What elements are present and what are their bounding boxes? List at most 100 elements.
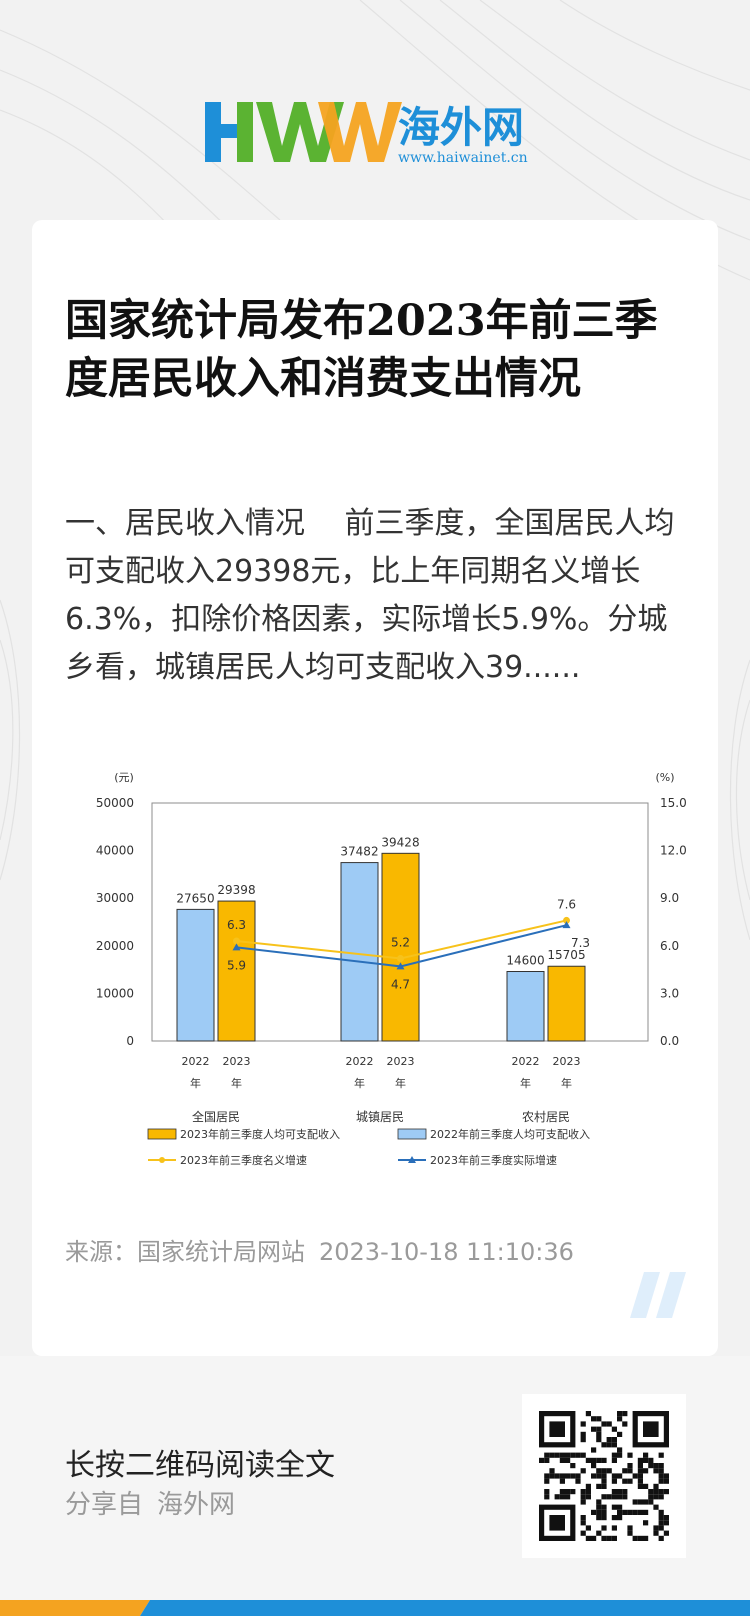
qr-module bbox=[591, 1416, 597, 1422]
series-point bbox=[396, 962, 405, 970]
bar bbox=[547, 965, 586, 1042]
x-year-label: 2023 bbox=[387, 1055, 415, 1068]
qr-module bbox=[575, 1478, 581, 1484]
qr-module bbox=[601, 1421, 607, 1427]
qr-module bbox=[565, 1452, 571, 1458]
share-source: 分享自 海外网 bbox=[65, 1484, 235, 1521]
qr-module bbox=[559, 1457, 565, 1463]
qr-module bbox=[637, 1535, 643, 1541]
y-right-tick-label: 0.0 bbox=[660, 1034, 679, 1048]
qr-module bbox=[596, 1499, 602, 1505]
bar bbox=[217, 900, 256, 1042]
qr-module bbox=[663, 1520, 669, 1526]
qr-module bbox=[622, 1489, 628, 1495]
qr-module bbox=[596, 1473, 602, 1479]
bar-value-label: 39428 bbox=[381, 835, 419, 849]
qr-module bbox=[653, 1494, 659, 1500]
qr-module bbox=[617, 1416, 623, 1422]
qr-module bbox=[617, 1509, 623, 1515]
line-value-label: 6.3 bbox=[227, 918, 246, 932]
bar bbox=[340, 862, 379, 1042]
x-year-label: 2022 bbox=[512, 1055, 540, 1068]
qr-module bbox=[663, 1478, 669, 1484]
qr-module bbox=[658, 1515, 664, 1521]
x-year-label: 2022 bbox=[346, 1055, 374, 1068]
qr-module bbox=[575, 1473, 581, 1479]
qr-module bbox=[559, 1478, 565, 1484]
qr-module bbox=[596, 1437, 602, 1443]
qr-module bbox=[653, 1463, 659, 1469]
series-point bbox=[562, 921, 571, 929]
qr-module bbox=[611, 1515, 617, 1521]
qr-module bbox=[658, 1535, 664, 1541]
qr-module bbox=[559, 1452, 565, 1458]
qr-module bbox=[591, 1447, 597, 1453]
qr-module bbox=[632, 1535, 638, 1541]
y-left-tick-label: 40000 bbox=[96, 844, 134, 858]
qr-module bbox=[596, 1515, 602, 1521]
y-left-tick-label: 50000 bbox=[96, 796, 134, 810]
qr-module bbox=[596, 1509, 602, 1515]
qr-module bbox=[580, 1489, 586, 1495]
qr-module bbox=[570, 1463, 576, 1469]
qr-module bbox=[601, 1478, 607, 1484]
legend-marker bbox=[408, 1156, 416, 1163]
background-pattern bbox=[0, 0, 750, 941]
qr-module bbox=[606, 1535, 612, 1541]
legend-swatch bbox=[397, 1128, 427, 1140]
y-right-tick-label: 9.0 bbox=[660, 891, 679, 905]
qr-module bbox=[606, 1442, 612, 1448]
article-summary: 一、居民收入情况 前三季度，全国居民人均可支配收入29398元，比上年同期名义增… bbox=[65, 506, 675, 685]
qr-module bbox=[617, 1452, 623, 1458]
qr-module bbox=[663, 1515, 669, 1521]
legend-label: 2023年前三季度人均可支配收入 bbox=[180, 1127, 340, 1141]
qr-module bbox=[596, 1530, 602, 1536]
x-group-label: 全国居民 bbox=[192, 1109, 240, 1124]
legend-label: 2022年前三季度人均可支配收入 bbox=[430, 1127, 590, 1141]
qr-module bbox=[585, 1457, 591, 1463]
article-card[interactable]: 国家统计局发布2023年前三季度居民收入和消费支出情况 一、居民收入情况 前三季… bbox=[32, 220, 718, 1356]
qr-module bbox=[653, 1504, 659, 1510]
qr-module bbox=[549, 1473, 555, 1479]
qr-module bbox=[559, 1489, 565, 1495]
y-right-tick-label: 6.0 bbox=[660, 939, 679, 953]
qr-module bbox=[658, 1452, 664, 1458]
qr-module bbox=[580, 1421, 586, 1427]
qr-module bbox=[554, 1473, 560, 1479]
qr-module bbox=[643, 1457, 649, 1463]
qr-module bbox=[627, 1468, 633, 1474]
x-year-label: 2023 bbox=[223, 1055, 251, 1068]
bar bbox=[381, 852, 420, 1042]
qr-module bbox=[611, 1452, 617, 1458]
qr-module bbox=[596, 1504, 602, 1510]
qr-module bbox=[539, 1457, 545, 1463]
y-left-tick-label: 20000 bbox=[96, 939, 134, 953]
qr-module bbox=[565, 1457, 571, 1463]
bar bbox=[176, 908, 215, 1042]
brand-url: www.haiwainet.cn bbox=[398, 150, 528, 166]
qr-module bbox=[570, 1473, 576, 1479]
series-point bbox=[232, 943, 241, 951]
share-prefix: 分享自 bbox=[65, 1490, 144, 1520]
x-year-unit: 年 bbox=[231, 1076, 242, 1090]
qr-module bbox=[544, 1478, 550, 1484]
qr-module bbox=[580, 1431, 586, 1437]
qr-module bbox=[580, 1520, 586, 1526]
qr-module bbox=[648, 1489, 654, 1495]
qr-module bbox=[627, 1509, 633, 1515]
qr-module bbox=[611, 1535, 617, 1541]
qr-code-icon[interactable] bbox=[522, 1394, 686, 1558]
qr-module bbox=[658, 1473, 664, 1479]
qr-module bbox=[601, 1535, 607, 1541]
series-point bbox=[563, 916, 570, 924]
article-source-line: 来源：国家统计局网站 2023-10-18 11:10:36 bbox=[65, 1232, 574, 1267]
qr-module bbox=[658, 1494, 664, 1500]
bottom-color-bar bbox=[0, 1600, 750, 1616]
qr-module bbox=[622, 1411, 628, 1417]
qr-module bbox=[596, 1416, 602, 1422]
qr-module bbox=[648, 1457, 654, 1463]
legend-label: 2023年前三季度名义增速 bbox=[180, 1153, 307, 1167]
qr-module bbox=[585, 1489, 591, 1495]
qr-module bbox=[580, 1437, 586, 1443]
y-left-tick-label: 30000 bbox=[96, 891, 134, 905]
